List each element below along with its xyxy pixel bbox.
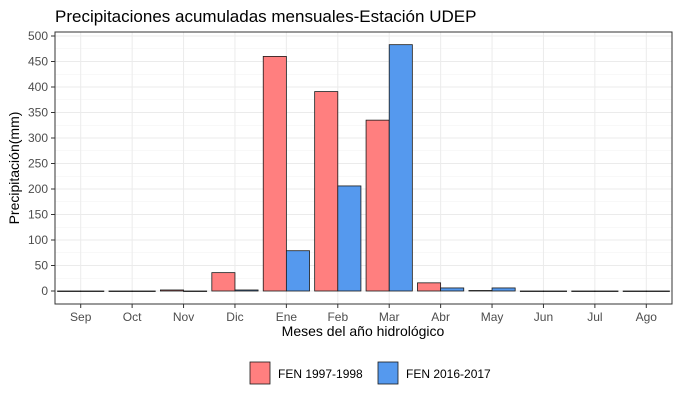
y-tick-label: 350 [28, 106, 48, 120]
x-tick-label: Ago [636, 310, 658, 324]
bar [491, 287, 516, 292]
x-tick-label: Dic [226, 310, 243, 324]
x-tick-label: Nov [173, 310, 194, 324]
bar [388, 44, 413, 292]
bar [365, 119, 390, 292]
x-tick-label: Feb [327, 310, 348, 324]
legend-label: FEN 1997-1998 [278, 367, 363, 381]
bar [314, 91, 339, 292]
bar [131, 290, 156, 292]
x-tick-label: May [481, 310, 504, 324]
y-tick-label: 250 [28, 157, 48, 171]
x-tick-label: Mar [379, 310, 400, 324]
chart-title: Precipitaciones acumuladas mensuales-Est… [55, 7, 476, 26]
x-tick-label: Sep [70, 310, 92, 324]
x-axis: Sep Oct Nov Dic Ene Feb Mar Abr May Jun Jul Ago [70, 304, 657, 324]
x-tick-label: Oct [123, 310, 142, 324]
bar [594, 290, 619, 292]
bar [543, 290, 567, 292]
y-tick-label: 0 [41, 284, 48, 298]
x-tick-label: Abr [431, 310, 450, 324]
x-tick-label: Jun [534, 310, 553, 324]
y-tick-label: 150 [28, 208, 48, 222]
bar [211, 272, 236, 292]
bar [337, 185, 362, 292]
bar [57, 290, 82, 292]
y-tick-label: 300 [28, 131, 48, 145]
y-tick-label: 100 [28, 233, 48, 247]
bar [80, 290, 105, 292]
bar [108, 290, 133, 292]
legend-swatch [249, 361, 271, 385]
legend-swatch [377, 361, 399, 385]
bar [160, 289, 184, 292]
y-tick-label: 50 [35, 259, 49, 273]
bar [622, 290, 647, 292]
x-axis-title: Meses del año hidrológico [282, 323, 445, 339]
y-tick-label: 200 [28, 182, 48, 196]
bar [262, 56, 287, 292]
bar [440, 287, 465, 292]
legend: FEN 1997-1998 FEN 2016-2017 [249, 361, 491, 385]
bar [571, 290, 596, 292]
bar [234, 289, 259, 292]
bar [468, 290, 493, 292]
bar [519, 290, 544, 292]
x-tick-label: Ene [276, 310, 298, 324]
bar [285, 250, 310, 292]
legend-label: FEN 2016-2017 [406, 367, 491, 381]
bars [57, 44, 670, 292]
bar [645, 290, 670, 292]
x-tick-label: Jul [587, 310, 602, 324]
y-tick-label: 400 [28, 80, 48, 94]
y-tick-label: 450 [28, 55, 48, 69]
y-tick-label: 500 [28, 29, 48, 43]
y-axis: 0 50 100 150 200 250 300 350 400 450 500 [28, 29, 55, 298]
y-axis-title: Precipitación(mm) [6, 112, 22, 225]
bar [183, 290, 208, 292]
bar [417, 282, 442, 292]
plot-border [54, 31, 673, 305]
grid [55, 32, 672, 304]
